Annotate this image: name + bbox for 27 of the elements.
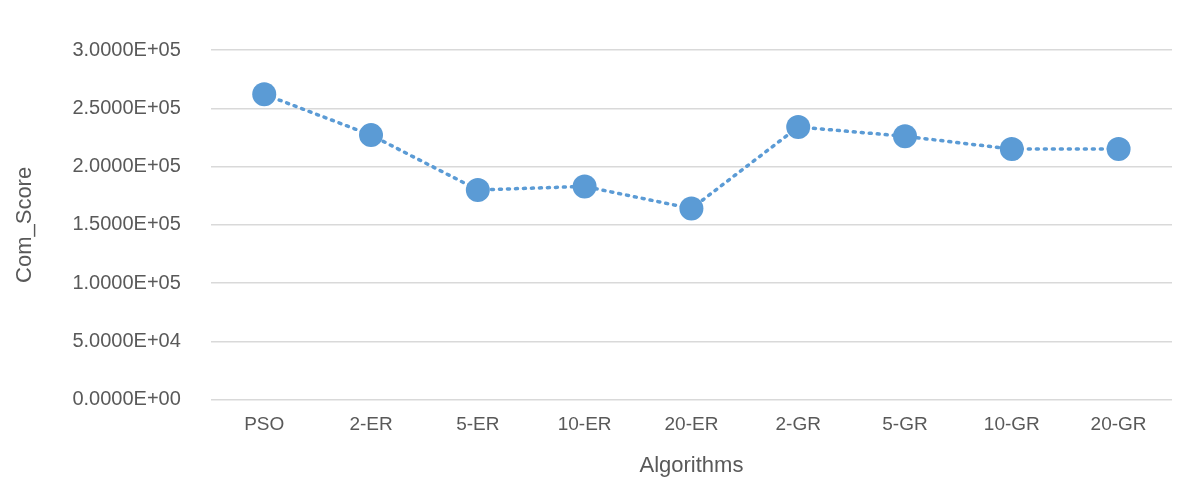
point: [359, 123, 384, 148]
y-tick-label: 1.0000E+05: [72, 270, 181, 293]
point: [465, 177, 490, 202]
point: [252, 82, 277, 107]
y-tick-label: 0.0000E+00: [72, 387, 181, 410]
y-tick-label: 2.5000E+05: [72, 95, 181, 118]
x-tick-label: PSO: [244, 413, 285, 435]
point: [679, 196, 704, 221]
x-tick-label: 5-GR: [882, 413, 928, 435]
y-axis-title: Com_Score: [11, 166, 37, 283]
point: [572, 174, 597, 199]
y-tick-label: 3.0000E+05: [72, 37, 181, 60]
y-tick-label: 1.5000E+05: [72, 212, 181, 235]
x-tick-label: 20-GR: [1090, 413, 1147, 435]
point: [999, 137, 1024, 162]
point: [1106, 137, 1131, 162]
point: [786, 114, 811, 139]
x-tick-label: 2-ER: [349, 413, 393, 435]
x-axis-title: Algorithms: [639, 451, 744, 477]
x-tick-label: 20-ER: [664, 413, 719, 435]
point: [893, 124, 918, 149]
x-tick-label: 10-GR: [983, 413, 1040, 435]
x-tick-label: 2-GR: [775, 413, 821, 435]
y-tick-label: 2.0000E+05: [72, 154, 181, 177]
y-tick-label: 5.0000E+04: [72, 329, 181, 352]
x-tick-label: 5-ER: [456, 413, 500, 435]
x-tick-label: 10-ER: [557, 413, 612, 435]
